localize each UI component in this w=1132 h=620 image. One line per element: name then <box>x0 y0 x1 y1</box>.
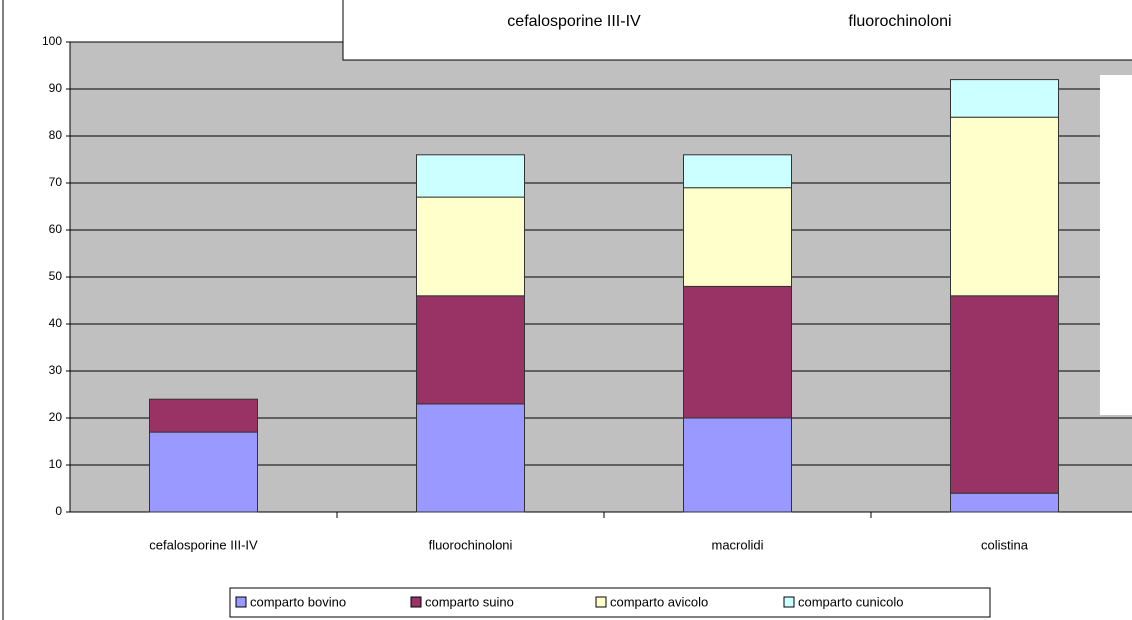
bar-segment <box>950 116 1059 297</box>
legend-swatch <box>235 596 247 608</box>
bar-segment <box>950 492 1059 513</box>
y-tick-label: 20 <box>49 410 63 424</box>
y-tick-label: 0 <box>55 504 62 518</box>
legend-label: comparto suino <box>425 594 514 609</box>
legend-swatch <box>783 596 795 608</box>
legend-box <box>229 587 991 618</box>
bar-segment <box>416 403 525 513</box>
legend-label: comparto bovino <box>250 594 346 609</box>
bar-segment <box>683 417 792 513</box>
legend-swatch <box>410 596 422 608</box>
y-tick-label: 30 <box>49 363 63 377</box>
bar-segment <box>149 398 258 433</box>
y-tick-label: 90 <box>49 81 63 95</box>
bar-segment <box>149 431 258 513</box>
legend-swatch <box>595 596 607 608</box>
legend-label: comparto cunicolo <box>798 594 904 609</box>
bar-segment <box>950 79 1059 118</box>
header-label: cefalosporine III-IV <box>507 13 641 30</box>
bar-segment <box>683 154 792 189</box>
header-label: fluorochinoloni <box>848 13 951 30</box>
bar-segment <box>416 154 525 198</box>
y-tick-label: 70 <box>49 175 63 189</box>
x-tick-label: macrolidi <box>711 537 763 552</box>
bar-segment <box>683 285 792 419</box>
y-tick-label: 50 <box>49 269 63 283</box>
bar-segment <box>950 295 1059 494</box>
y-tick-label: 10 <box>49 457 63 471</box>
y-tick-label: 40 <box>49 316 63 330</box>
legend-label: comparto avicolo <box>610 594 708 609</box>
x-tick-label: colistina <box>981 537 1029 552</box>
header-box <box>342 0 1132 61</box>
y-tick-label: 60 <box>49 222 63 236</box>
x-tick-label: fluorochinoloni <box>429 537 513 552</box>
bar-segment <box>416 295 525 405</box>
bar-segment <box>683 187 792 287</box>
x-tick-label: cefalosporine III-IV <box>149 537 258 552</box>
overlay-box <box>1100 75 1132 415</box>
bar-segment <box>416 196 525 297</box>
y-tick-label: 100 <box>42 34 62 48</box>
y-tick-label: 80 <box>49 128 63 142</box>
